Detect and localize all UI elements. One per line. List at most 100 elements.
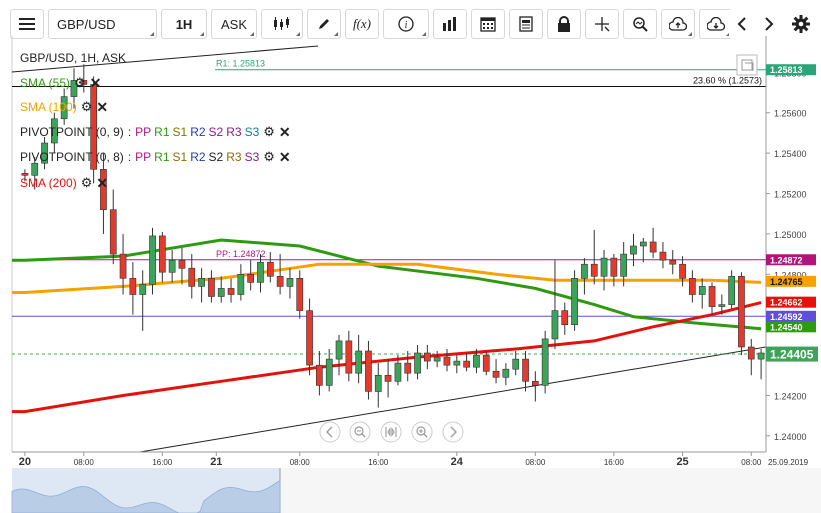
- legend-sma55[interactable]: SMA (55) ⚙ ✕: [20, 76, 101, 90]
- menu-button[interactable]: [10, 9, 44, 39]
- candle: [109, 189, 117, 265]
- upload-button[interactable]: [661, 9, 695, 39]
- timeframe-label: 1H: [175, 16, 193, 32]
- svg-text:1.24540: 1.24540: [770, 322, 803, 332]
- candle: [41, 136, 48, 170]
- gear-icon[interactable]: ⚙: [263, 124, 275, 139]
- close-icon[interactable]: ✕: [96, 99, 109, 115]
- level-label: R1: 1.25813: [216, 59, 265, 69]
- candle: [679, 256, 686, 287]
- candle: [129, 262, 137, 315]
- x-tick-label: 21: [210, 456, 222, 468]
- candle: [512, 351, 520, 376]
- hamburger-icon: [19, 18, 35, 30]
- candle: [60, 88, 68, 125]
- timeframe-select[interactable]: 1H: [161, 9, 207, 39]
- reset-zoom-button[interactable]: [380, 421, 402, 443]
- candle: [139, 270, 147, 331]
- candle: [473, 349, 480, 374]
- back-button[interactable]: [729, 9, 754, 39]
- x-tick-label: 25.09.2019: [768, 458, 809, 467]
- candle: [80, 64, 88, 93]
- zoom-in-icon: [416, 426, 426, 436]
- navigator-series: [11, 479, 281, 513]
- calendar-button[interactable]: [471, 9, 505, 39]
- scroll-right-button[interactable]: [442, 421, 464, 443]
- close-icon[interactable]: ✕: [278, 124, 291, 140]
- symbol-select[interactable]: GBP/USD: [48, 9, 157, 39]
- chart-type-button[interactable]: [261, 9, 303, 39]
- price-badge: 1.25813: [766, 64, 816, 76]
- legend-sma200[interactable]: SMA (200) ⚙ ✕: [20, 176, 108, 190]
- info-button[interactable]: i: [383, 9, 429, 39]
- candle: [620, 241, 627, 287]
- gear-icon[interactable]: ⚙: [263, 149, 275, 164]
- x-tick-label: 08:00: [290, 458, 311, 467]
- forward-button[interactable]: [756, 9, 781, 39]
- trendlines: [11, 45, 767, 453]
- gear-icon[interactable]: ⚙: [80, 175, 93, 190]
- legend-sma100[interactable]: SMA (100) ⚙ ✕: [20, 100, 108, 114]
- symbol-label: GBP/USD: [57, 16, 116, 32]
- close-icon[interactable]: ✕: [278, 149, 291, 165]
- gear-icon[interactable]: ⚙: [80, 99, 93, 114]
- candle: [335, 334, 343, 376]
- lock-button[interactable]: [547, 9, 581, 39]
- legend-label: PIVOTPOINT (0, 9): [20, 125, 124, 139]
- svg-text:1.24592: 1.24592: [770, 312, 803, 322]
- candle: [688, 270, 696, 303]
- candle: [296, 270, 304, 319]
- price-type-select[interactable]: ASK: [211, 9, 257, 39]
- settings-button[interactable]: [788, 9, 813, 39]
- candle: [50, 112, 58, 154]
- crosshair-button[interactable]: [585, 9, 619, 39]
- price-badge: 1.24662: [766, 296, 816, 308]
- candle: [119, 233, 127, 295]
- info-icon: i: [398, 16, 414, 32]
- candle: [227, 278, 235, 303]
- cloud-download-icon: [707, 17, 725, 31]
- news-button[interactable]: [509, 9, 543, 39]
- x-tick-label: 16:00: [152, 458, 173, 467]
- y-tick-label: 1.24000: [774, 432, 807, 442]
- close-icon[interactable]: ✕: [96, 175, 109, 191]
- candle: [365, 340, 372, 400]
- popout-button[interactable]: [736, 54, 758, 76]
- ma-line: [12, 238, 762, 331]
- svg-text:1.24405: 1.24405: [770, 348, 814, 362]
- candle: [531, 371, 539, 402]
- candles-icon: [274, 17, 289, 30]
- trendline-lower: [139, 346, 767, 453]
- candle: [502, 363, 510, 386]
- level-label: 23.60 % (1.2573): [693, 75, 762, 85]
- pivot-item-pp: PP: [135, 125, 152, 139]
- candle: [600, 250, 608, 291]
- svg-text:1.24765: 1.24765: [770, 277, 803, 287]
- candle: [738, 272, 745, 356]
- zoom-icon: [633, 17, 648, 32]
- candle: [247, 260, 255, 291]
- x-tick-label: 24: [451, 456, 464, 468]
- download-button[interactable]: [699, 9, 733, 39]
- scroll-left-button[interactable]: [319, 421, 341, 443]
- pencil-icon: [319, 19, 329, 29]
- x-tick-label: 08:00: [741, 458, 762, 467]
- x-tick-label: 16:00: [368, 458, 389, 467]
- zoom-button[interactable]: [623, 9, 657, 39]
- close-icon[interactable]: ✕: [89, 75, 102, 91]
- legend-pivot-8[interactable]: PIVOTPOINT (0, 8) : PP R1 S1 R2 S2 R3 S3 ⚙ ✕: [20, 150, 291, 164]
- draw-tool-button[interactable]: [307, 9, 341, 39]
- indicators-button[interactable]: f(x): [345, 9, 379, 39]
- gear-icon[interactable]: ⚙: [74, 75, 86, 90]
- y-tick-label: 1.25000: [774, 230, 807, 240]
- zoom-controls: [319, 421, 464, 443]
- candle: [178, 248, 186, 285]
- volume-button[interactable]: [433, 9, 467, 39]
- zoom-in-button[interactable]: [411, 421, 433, 443]
- candle: [394, 355, 402, 386]
- zoom-out-button[interactable]: [349, 421, 371, 443]
- pivot-items: PP R1 S1 R2 S2 R3 S3: [135, 125, 259, 139]
- legend-pivot-9[interactable]: PIVOTPOINT (0, 9) : PP R1 S1 R2 S2 R3 S3 ⚙ ✕: [20, 125, 291, 139]
- candle: [581, 258, 588, 295]
